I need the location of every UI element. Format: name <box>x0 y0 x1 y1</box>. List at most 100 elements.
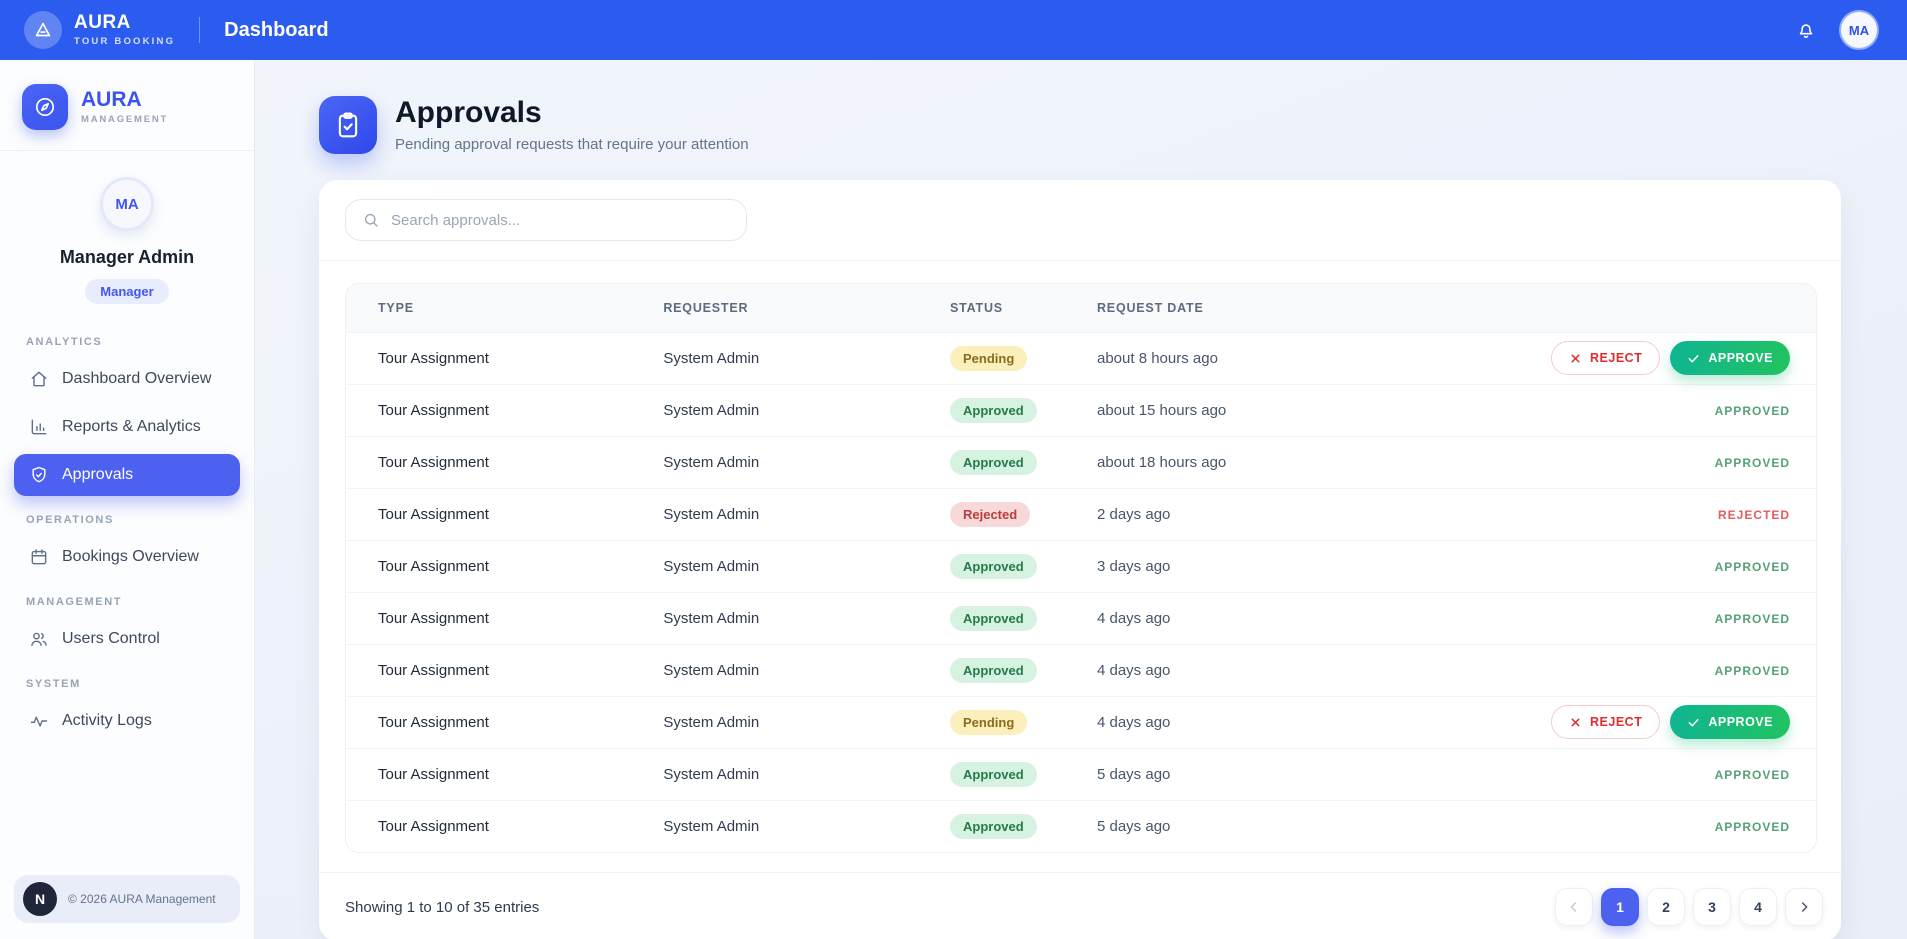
rejected-label: REJECTED <box>1717 507 1790 522</box>
user-avatar[interactable]: MA <box>1841 12 1877 48</box>
table-row: Tour Assignment System Admin Pending 4 d… <box>346 695 1816 748</box>
type-cell: Tour Assignment <box>346 643 648 696</box>
table-row: Tour Assignment System Admin Approved 5 … <box>346 747 1816 800</box>
column-header: REQUEST DATE <box>1080 284 1390 332</box>
request-date-cell: 3 days ago <box>1080 539 1390 592</box>
search-box <box>345 199 747 241</box>
status-badge: Pending <box>949 709 1028 735</box>
actions-cell: APPROVED <box>1389 539 1816 592</box>
role-badge: Manager <box>85 279 169 304</box>
request-date-cell: 2 days ago <box>1080 487 1390 540</box>
calendar-icon <box>29 547 49 567</box>
sidebar-profile: MA Manager Admin Manager <box>0 151 254 310</box>
topbar-brand-tagline: TOUR BOOKING <box>74 36 176 47</box>
chevron-left-icon <box>1566 899 1582 915</box>
reject-button[interactable]: REJECT <box>1551 341 1661 375</box>
column-header: TYPE <box>346 284 648 332</box>
prev-page-button[interactable] <box>1555 888 1593 926</box>
actions-cell: APPROVED <box>1389 747 1816 800</box>
page-button-1[interactable]: 1 <box>1601 888 1639 926</box>
search-input[interactable] <box>391 211 730 229</box>
approve-button[interactable]: APPROVE <box>1670 705 1790 739</box>
notifications-bell-icon[interactable] <box>1795 19 1817 41</box>
type-cell: Tour Assignment <box>346 695 648 748</box>
request-date-cell: about 18 hours ago <box>1080 435 1390 488</box>
request-date-cell: 5 days ago <box>1080 747 1390 800</box>
topbar-brand: AURA TOUR BOOKING <box>24 11 175 49</box>
page-button-2[interactable]: 2 <box>1647 888 1685 926</box>
request-date-cell: 4 days ago <box>1080 695 1390 748</box>
sidebar-nav: ANALYTICS Dashboard Overview Reports & A… <box>0 324 254 748</box>
clipboard-check-icon <box>319 96 377 154</box>
check-icon <box>1687 352 1700 365</box>
requester-cell: System Admin <box>647 747 934 800</box>
chart-icon <box>29 417 49 437</box>
type-cell: Tour Assignment <box>346 331 648 384</box>
type-cell: Tour Assignment <box>346 539 648 592</box>
request-date-cell: 5 days ago <box>1080 799 1390 852</box>
reject-button[interactable]: REJECT <box>1551 705 1661 739</box>
sidebar-item-label: Reports & Analytics <box>62 418 201 435</box>
requester-cell: System Admin <box>647 591 934 644</box>
sidebar-footer: N © 2026 AURA Management <box>14 875 240 923</box>
main-content: Approvals Pending approval requests that… <box>255 60 1907 939</box>
type-cell: Tour Assignment <box>346 747 648 800</box>
entries-summary: Showing 1 to 10 of 35 entries <box>345 898 540 916</box>
status-badge: Approved <box>949 397 1037 423</box>
sidebar-item-reports-analytics[interactable]: Reports & Analytics <box>14 406 240 448</box>
type-cell: Tour Assignment <box>346 383 648 436</box>
page-button-3[interactable]: 3 <box>1693 888 1731 926</box>
sidebar-item-label: Approvals <box>62 466 134 483</box>
column-header-actions <box>1389 284 1816 332</box>
table-row: Tour Assignment System Admin Pending abo… <box>346 331 1816 384</box>
x-icon <box>1569 716 1582 729</box>
approved-label: APPROVED <box>1714 767 1790 782</box>
requester-cell: System Admin <box>647 383 934 436</box>
chevron-right-icon <box>1796 899 1812 915</box>
requester-cell: System Admin <box>647 487 934 540</box>
requester-cell: System Admin <box>647 435 934 488</box>
sidebar-brand-tagline: MANAGEMENT <box>81 114 169 125</box>
sidebar-item-bookings-overview[interactable]: Bookings Overview <box>14 536 240 578</box>
status-badge: Approved <box>949 605 1037 631</box>
nav-section-label: OPERATIONS <box>26 514 114 526</box>
status-badge: Approved <box>949 813 1037 839</box>
sidebar-item-approvals[interactable]: Approvals <box>14 454 240 496</box>
sidebar-brand-name: AURA <box>81 88 142 111</box>
sidebar-item-label: Activity Logs <box>62 712 152 729</box>
approvals-table-body: Tour Assignment System Admin Pending abo… <box>346 331 1816 852</box>
table-row: Tour Assignment System Admin Approved 5 … <box>346 799 1816 852</box>
approvals-table: TYPE REQUESTER STATUS REQUEST DATE Tour Ass… <box>345 283 1817 853</box>
compass-icon <box>22 84 68 130</box>
topbar: AURA TOUR BOOKING Dashboard MA <box>0 0 1907 60</box>
actions-cell: REJECT APPROVE <box>1389 695 1816 748</box>
page-button-4[interactable]: 4 <box>1739 888 1777 926</box>
approved-label: APPROVED <box>1714 663 1790 678</box>
users-icon <box>29 629 49 649</box>
request-date-cell: about 15 hours ago <box>1080 383 1390 436</box>
status-badge: Approved <box>949 657 1037 683</box>
next-page-button[interactable] <box>1785 888 1823 926</box>
column-header: REQUESTER <box>647 284 934 332</box>
approved-label: APPROVED <box>1714 455 1790 470</box>
sidebar: AURA MANAGEMENT MA Manager Admin Manager… <box>0 60 255 939</box>
sidebar-item-dashboard-overview[interactable]: Dashboard Overview <box>14 358 240 400</box>
n-badge-icon: N <box>23 882 57 916</box>
shield-icon <box>29 465 49 485</box>
table-row: Tour Assignment System Admin Approved 4 … <box>346 591 1816 644</box>
sidebar-divider <box>0 150 254 151</box>
request-date-cell: about 8 hours ago <box>1080 331 1390 384</box>
requester-cell: System Admin <box>647 695 934 748</box>
type-cell: Tour Assignment <box>346 435 648 488</box>
status-badge: Approved <box>949 553 1037 579</box>
sidebar-item-label: Bookings Overview <box>62 548 199 565</box>
actions-cell: APPROVED <box>1389 435 1816 488</box>
sidebar-item-activity-logs[interactable]: Activity Logs <box>14 700 240 742</box>
table-row: Tour Assignment System Admin Approved ab… <box>346 383 1816 436</box>
actions-cell: APPROVED <box>1389 383 1816 436</box>
status-badge: Rejected <box>949 501 1031 527</box>
sidebar-item-users-control[interactable]: Users Control <box>14 618 240 660</box>
approve-button[interactable]: APPROVE <box>1670 341 1790 375</box>
